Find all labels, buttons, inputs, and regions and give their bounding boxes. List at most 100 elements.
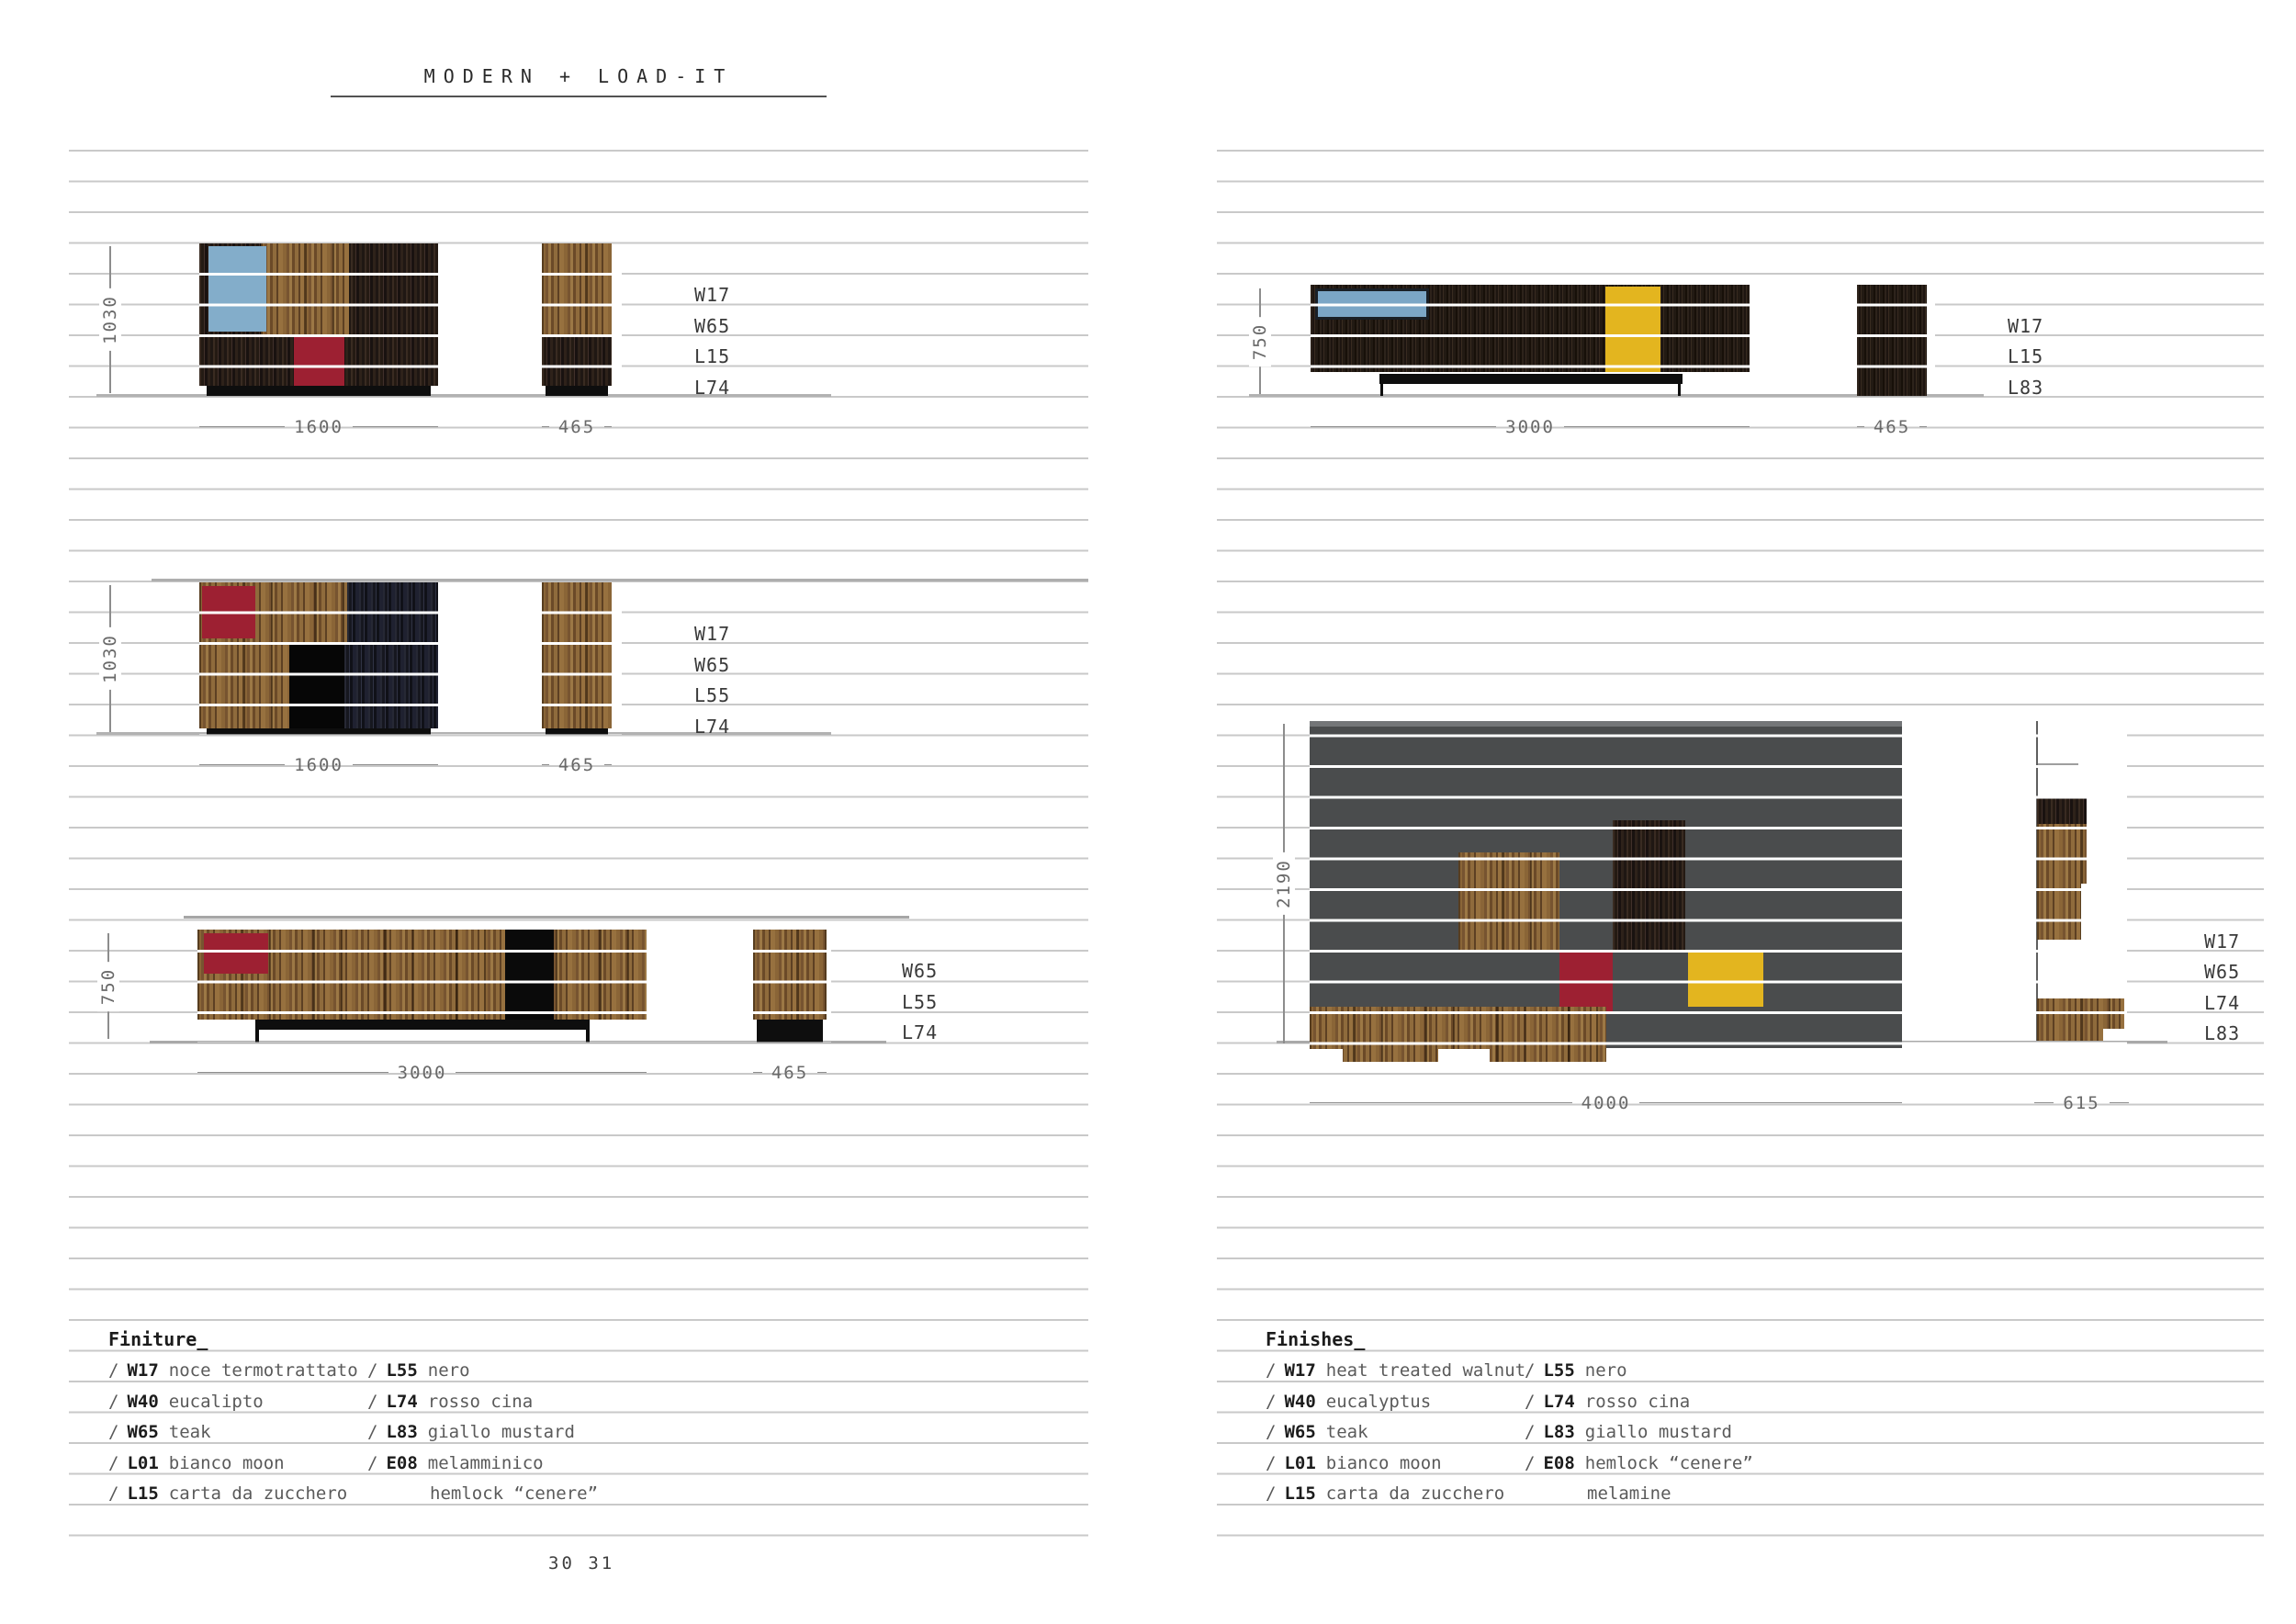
- finish-name: teak: [168, 1422, 211, 1442]
- side-view: [542, 582, 612, 728]
- finish-name: nero: [427, 1360, 470, 1381]
- finish-name: rosso cina: [427, 1391, 534, 1412]
- finish-name-continuation: hemlock “cenere”: [430, 1483, 599, 1504]
- width-dimension: 1600: [199, 416, 439, 437]
- depth-dimension: 465: [542, 416, 613, 437]
- height-dimension: 1030: [98, 246, 121, 393]
- depth-dimension-label: 465: [557, 416, 596, 437]
- side-base-upper: [2037, 998, 2124, 1029]
- finish-name: eucalyptus: [1325, 1391, 1432, 1412]
- width-dimension-label: 3000: [1505, 416, 1555, 437]
- finish-name: rosso cina: [1584, 1391, 1691, 1412]
- finish-code: L15: [127, 1483, 159, 1504]
- finish-code-label: W17: [2204, 930, 2241, 953]
- width-dimension: 4000: [1310, 1092, 1903, 1113]
- blue-door-panel: [1315, 288, 1429, 320]
- finishes-heading: Finishes_: [1266, 1328, 1366, 1350]
- finish-code: L55: [1543, 1360, 1575, 1381]
- finish-name: giallo mustard: [1584, 1422, 1732, 1442]
- red-door-panel: [294, 336, 344, 389]
- plinth: [207, 728, 431, 735]
- depth-dimension: 615: [2034, 1092, 2130, 1113]
- slash: /: [367, 1360, 378, 1381]
- finiture-list: Finiture_ / W17 noce termotrattato / L55 ner…: [108, 1328, 678, 1521]
- finish-code: L83: [1543, 1422, 1575, 1442]
- side-base-lower: [2037, 1029, 2103, 1041]
- blue-door-panel: [208, 246, 266, 332]
- finish-code: L74: [386, 1391, 418, 1412]
- page-title: MODERN + LOAD-IT: [423, 65, 734, 87]
- yellow-box-panel: [1688, 950, 1763, 1007]
- finish-code-label: W65: [694, 315, 731, 337]
- depth-dimension-label: 465: [557, 754, 596, 775]
- depth-dimension: 465: [542, 754, 613, 775]
- finish-code: W17: [127, 1360, 159, 1381]
- width-dimension-label: 4000: [1581, 1092, 1631, 1113]
- base-foot-gap: [1438, 1049, 1490, 1063]
- height-dimension: 750: [1248, 288, 1271, 394]
- slash: /: [1525, 1452, 1536, 1473]
- finish-code-label: L74: [694, 716, 731, 738]
- cabinet-top-row-dark-panel: [347, 582, 438, 642]
- side-base: [757, 1020, 823, 1043]
- depth-dimension-label: 615: [2063, 1092, 2100, 1113]
- side-plinth: [546, 728, 608, 735]
- plinth-leg: [1678, 384, 1681, 396]
- finish-code: L15: [1284, 1483, 1316, 1504]
- finishes-list: Finishes_ / W17 heat treated walnut / L55 ne…: [1266, 1328, 1835, 1521]
- black-door-panel: [505, 930, 554, 1020]
- finish-code-label: W65: [2204, 961, 2241, 983]
- width-dimension-label: 1600: [294, 416, 343, 437]
- shelf-line: [184, 916, 909, 919]
- red-box-panel: [1559, 950, 1613, 1011]
- drawing-wall-unit-4000: [1310, 721, 2127, 1063]
- width-dimension: 3000: [1311, 416, 1750, 437]
- finish-code-label: L55: [902, 991, 939, 1013]
- finish-code-label: L15: [694, 345, 731, 367]
- slash: /: [108, 1391, 119, 1412]
- finish-code-label: L74: [694, 377, 731, 399]
- width-dimension-label: 1600: [294, 754, 343, 775]
- finish-code: L83: [386, 1422, 418, 1442]
- height-dimension: 750: [96, 933, 119, 1039]
- side-wood-box: [2037, 884, 2081, 940]
- side-view: [753, 930, 827, 1020]
- height-dimension: 2190: [1272, 724, 1295, 1043]
- finish-code-label: W17: [694, 623, 731, 645]
- slash: /: [108, 1452, 119, 1473]
- finish-code: W65: [1284, 1422, 1316, 1442]
- finish-name: bianco moon: [168, 1452, 285, 1473]
- slash: /: [1266, 1422, 1277, 1442]
- cabinet-bottom-row-wood-panel: [199, 642, 295, 728]
- plinth: [207, 386, 431, 396]
- plinth: [1379, 374, 1683, 384]
- slash: /: [108, 1483, 119, 1504]
- red-door-panel: [202, 586, 255, 638]
- width-dimension: 1600: [199, 754, 439, 775]
- finish-name: nero: [1584, 1360, 1627, 1381]
- hanging-wood-box: [1458, 852, 1559, 950]
- slash: /: [1266, 1360, 1277, 1381]
- finish-code: W40: [1284, 1391, 1316, 1412]
- slash: /: [1266, 1391, 1277, 1412]
- slash: /: [367, 1422, 378, 1442]
- side-wood-box: [2037, 824, 2087, 884]
- width-dimension: 3000: [197, 1063, 647, 1083]
- base-foot-gap: [1310, 1049, 1343, 1063]
- finish-code-label: L55: [694, 684, 731, 706]
- drawing-cabinet-1600-a: [199, 243, 622, 396]
- finiture-heading: Finiture_: [108, 1328, 208, 1350]
- plinth-leg: [586, 1030, 590, 1043]
- side-shelf-tick: [2038, 763, 2078, 765]
- black-door-panel: [289, 644, 344, 728]
- finish-code: W40: [127, 1391, 159, 1412]
- finish-code-label: L15: [2008, 345, 2044, 367]
- finish-code-label: L83: [2008, 377, 2044, 399]
- depth-dimension: 465: [753, 1063, 827, 1083]
- finish-name: melamminico: [427, 1452, 544, 1473]
- finish-code: W17: [1284, 1360, 1316, 1381]
- depth-dimension-label: 465: [1873, 416, 1911, 437]
- slash: /: [108, 1360, 119, 1381]
- plinth-leg: [255, 1030, 259, 1043]
- page-numbers: 30 31: [548, 1553, 615, 1573]
